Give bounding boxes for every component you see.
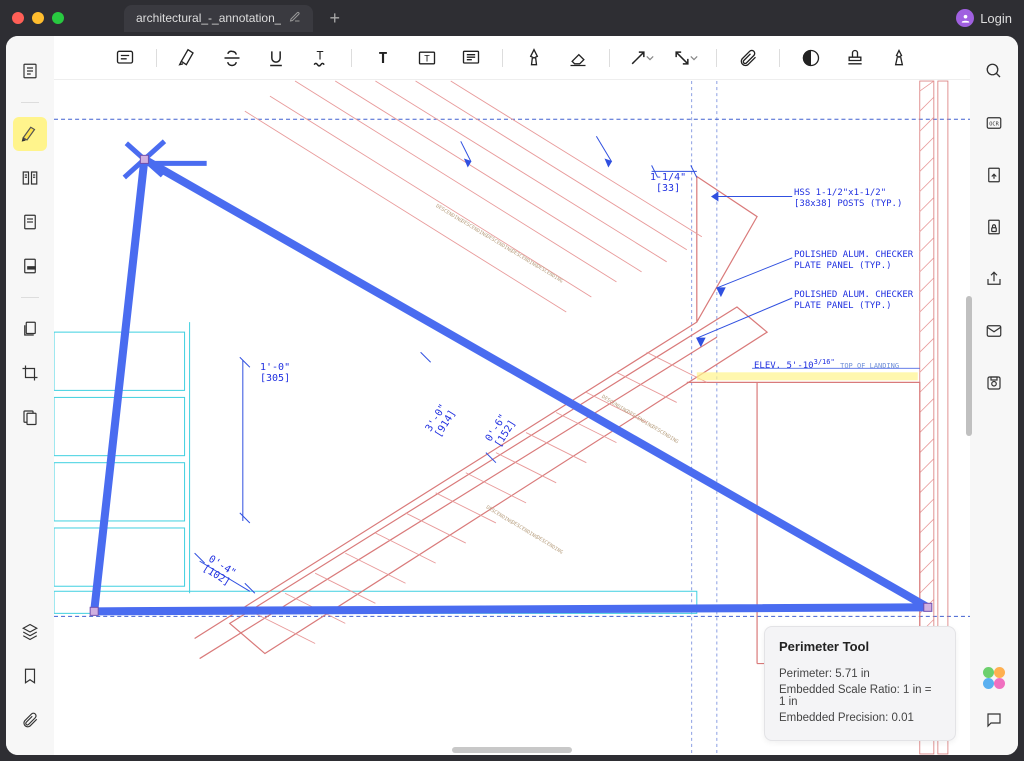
measure-tool-button[interactable] [672,45,698,71]
svg-text:DESCENDING: DESCENDING [535,263,564,284]
dim-vert: 1'-0"[305] [260,362,290,384]
svg-text:DESCENDING: DESCENDING [600,394,629,415]
duplicate-button[interactable] [13,400,47,434]
redact-button[interactable] [798,45,824,71]
new-tab-button[interactable]: + [329,8,340,29]
eraser-button[interactable] [565,45,591,71]
attachment-button[interactable] [13,703,47,737]
perimeter-row: Perimeter: 5.71 in [779,668,941,680]
page-lock-button[interactable] [977,210,1011,244]
search-button[interactable] [977,54,1011,88]
mail-button[interactable] [977,314,1011,348]
squiggly-button[interactable]: T [307,45,333,71]
svg-text:OCR: OCR [989,121,999,127]
document-tab[interactable]: architectural_-_annotation_ [124,5,313,32]
separator [502,49,503,67]
vertical-scrollbar[interactable] [966,296,972,436]
stamp-button[interactable] [842,45,868,71]
svg-text:DESCENDING: DESCENDING [535,535,564,556]
annotation-hss-posts: HSS 1-1/2"x1-1/2" [38x38] POSTS (TYP.) [794,188,902,210]
horizontal-scrollbar[interactable] [452,747,572,753]
share-button[interactable] [977,262,1011,296]
svg-text:DESCENDING: DESCENDING [460,218,489,239]
right-sidebar: OCR [970,36,1018,755]
highlighter-tool-button[interactable] [13,117,47,151]
signature-button[interactable] [886,45,912,71]
document-canvas[interactable]: DESCENDING DESCENDING DESCENDING DESCEND… [54,80,970,755]
svg-text:T: T [316,48,323,62]
svg-text:T: T [424,53,430,64]
login-button[interactable]: Login [956,9,1012,27]
scale-row: Embedded Scale Ratio: 1 in = 1 in [779,684,941,708]
separator [21,297,39,298]
page-button[interactable] [13,205,47,239]
arrow-tool-button[interactable] [628,45,654,71]
underline-button[interactable] [263,45,289,71]
strikethrough-button[interactable] [219,45,245,71]
svg-text:DESCENDING: DESCENDING [510,520,539,541]
svg-text:DESCENDING: DESCENDING [510,248,539,269]
attach-tool-button[interactable] [735,45,761,71]
login-label: Login [980,11,1012,26]
annotation-checker-1: POLISHED ALUM. CHECKER PLATE PANEL (TYP.… [794,250,913,272]
maximize-window-icon[interactable] [52,12,64,24]
perimeter-triangle [94,159,928,611]
page-convert-button[interactable] [977,158,1011,192]
thumbnails-button[interactable] [13,54,47,88]
edit-tab-icon[interactable] [289,11,301,26]
svg-text:DESCENDING: DESCENDING [485,505,514,526]
annotation-elevation: ELEV. 5'-103/16" TOP OF LANDING [754,358,899,371]
svg-text:DESCENDING: DESCENDING [651,424,680,445]
top-toolbar: T T T [54,36,970,80]
dim-top: 1-1/4"[33] [650,172,686,194]
copy-page-button[interactable] [13,312,47,346]
separator [351,49,352,67]
separator [21,102,39,103]
svg-text:DESCENDING: DESCENDING [435,203,464,224]
note-tool-button[interactable] [112,45,138,71]
text-tool-button[interactable]: T [370,45,396,71]
crop-button[interactable] [13,356,47,390]
textbox-button[interactable]: T [414,45,440,71]
page-break-button[interactable] [13,249,47,283]
precision-row: Embedded Precision: 0.01 [779,712,941,724]
callout-button[interactable] [458,45,484,71]
separator [716,49,717,67]
reader-button[interactable] [13,161,47,195]
tab-title: architectural_-_annotation_ [136,11,281,25]
close-window-icon[interactable] [12,12,24,24]
user-avatar-icon [956,9,974,27]
traffic-lights[interactable] [12,12,64,24]
perimeter-info-card: Perimeter Tool Perimeter: 5.71 in Embedd… [764,626,956,741]
svg-text:DESCENDING: DESCENDING [485,233,514,254]
separator [609,49,610,67]
ocr-button[interactable]: OCR [977,106,1011,140]
annotation-checker-2: POLISHED ALUM. CHECKER PLATE PANEL (TYP.… [794,290,913,312]
left-sidebar [6,36,54,755]
bookmark-button[interactable] [13,659,47,693]
app-logo-icon[interactable] [983,667,1005,689]
info-card-title: Perimeter Tool [779,639,941,654]
layers-button[interactable] [13,615,47,649]
comments-button[interactable] [977,703,1011,737]
separator [156,49,157,67]
separator [779,49,780,67]
minimize-window-icon[interactable] [32,12,44,24]
highlight-text-button[interactable] [175,45,201,71]
svg-text:T: T [378,49,387,67]
save-button[interactable] [977,366,1011,400]
pen-tool-button[interactable] [521,45,547,71]
